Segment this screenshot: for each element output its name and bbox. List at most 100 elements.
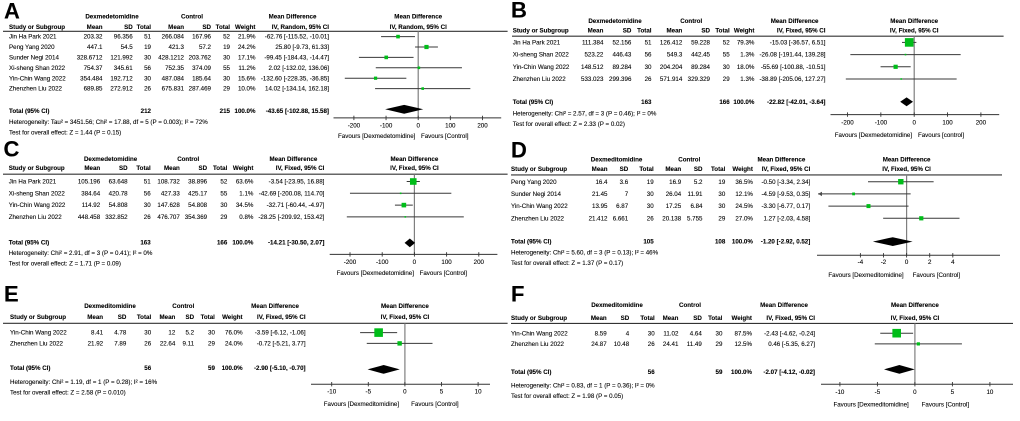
svg-text:Yin-Chin Wang 2022: Yin-Chin Wang 2022 xyxy=(511,330,568,337)
svg-text:Total: Total xyxy=(216,24,231,31)
svg-text:-1.20 [-2.92, 0.52]: -1.20 [-2.92, 0.52] xyxy=(761,239,811,246)
svg-text:30: 30 xyxy=(223,55,230,62)
svg-text:30: 30 xyxy=(718,203,725,210)
svg-text:Study or Subgroup: Study or Subgroup xyxy=(511,166,567,173)
svg-text:38.896: 38.896 xyxy=(188,179,207,186)
svg-text:Zhenzhen Liu 2022: Zhenzhen Liu 2022 xyxy=(511,341,565,348)
svg-text:Total (95% CI): Total (95% CI) xyxy=(9,239,49,246)
svg-text:29: 29 xyxy=(718,215,725,222)
svg-text:Mean Difference: Mean Difference xyxy=(771,18,819,25)
svg-text:384.64: 384.64 xyxy=(81,190,100,197)
svg-text:374.09: 374.09 xyxy=(192,65,211,72)
svg-text:Control: Control xyxy=(680,18,702,25)
svg-text:76.0%: 76.0% xyxy=(225,330,243,337)
svg-text:SD: SD xyxy=(185,314,194,321)
svg-text:24.87: 24.87 xyxy=(591,341,607,348)
svg-text:148.512: 148.512 xyxy=(581,64,604,71)
svg-text:354.369: 354.369 xyxy=(185,214,208,221)
svg-text:425.17: 425.17 xyxy=(188,190,207,197)
svg-text:-62.76 [-115.52, -10.01]: -62.76 [-115.52, -10.01] xyxy=(265,34,329,41)
svg-text:Sunder Negi 2014: Sunder Negi 2014 xyxy=(511,191,561,198)
svg-text:-55.69 [-100.88, -10.51]: -55.69 [-100.88, -10.51] xyxy=(761,64,826,71)
svg-text:166: 166 xyxy=(217,239,228,246)
svg-text:Control: Control xyxy=(679,302,701,309)
svg-text:25.80 [-9.73, 61.33]: 25.80 [-9.73, 61.33] xyxy=(275,44,329,51)
svg-text:IV, Random, 95% CI: IV, Random, 95% CI xyxy=(390,24,447,31)
svg-text:C: C xyxy=(4,137,20,162)
svg-text:2: 2 xyxy=(928,259,932,266)
svg-text:Weight: Weight xyxy=(731,315,752,322)
svg-text:Mean Difference: Mean Difference xyxy=(891,302,939,309)
svg-text:Total (95% CI): Total (95% CI) xyxy=(10,365,50,372)
svg-text:5.2: 5.2 xyxy=(185,330,194,337)
svg-text:Total (95% CI): Total (95% CI) xyxy=(9,108,49,115)
svg-text:105: 105 xyxy=(643,239,654,246)
svg-text:15.6%: 15.6% xyxy=(238,75,256,82)
svg-text:Favours [Control]: Favours [Control] xyxy=(411,401,459,408)
svg-text:448.458: 448.458 xyxy=(78,214,101,221)
svg-text:Study or Subgroup: Study or Subgroup xyxy=(10,314,66,321)
svg-text:30: 30 xyxy=(144,75,151,82)
svg-text:11.49: 11.49 xyxy=(687,341,703,348)
svg-text:17.1%: 17.1% xyxy=(238,55,256,62)
svg-text:55: 55 xyxy=(220,190,227,197)
svg-text:Sunder Negi 2014: Sunder Negi 2014 xyxy=(9,55,59,62)
svg-text:Mean: Mean xyxy=(84,165,100,172)
svg-text:89.284: 89.284 xyxy=(691,64,710,71)
svg-text:0: 0 xyxy=(905,259,909,266)
svg-text:Mean: Mean xyxy=(665,166,681,173)
svg-text:Mean Difference: Mean Difference xyxy=(270,156,318,163)
svg-text:96.356: 96.356 xyxy=(114,34,133,41)
svg-text:689.85: 689.85 xyxy=(84,86,103,93)
svg-text:Mean: Mean xyxy=(164,165,180,172)
svg-text:Total (95% CI): Total (95% CI) xyxy=(511,369,551,376)
svg-text:5.2: 5.2 xyxy=(694,179,703,186)
svg-text:Mean: Mean xyxy=(87,24,103,31)
svg-text:1.1%: 1.1% xyxy=(239,190,254,197)
svg-text:Test for overall effect: Z = 2: Test for overall effect: Z = 2.58 (P = 0… xyxy=(10,390,126,397)
svg-text:Mean Difference: Mean Difference xyxy=(760,302,808,309)
svg-text:IV, Fixed, 95% CI: IV, Fixed, 95% CI xyxy=(777,28,826,35)
svg-text:Favours [Dexmedetomidine]: Favours [Dexmedetomidine] xyxy=(835,132,913,139)
svg-text:111.384: 111.384 xyxy=(582,40,604,47)
svg-text:Favours [Dexmedetomidine]: Favours [Dexmedetomidine] xyxy=(338,133,416,140)
svg-text:Mean Difference: Mean Difference xyxy=(251,303,299,310)
svg-text:IV, Fixed, 95% CI: IV, Fixed, 95% CI xyxy=(762,166,811,173)
svg-text:-0.50 [-3.34, 2.34]: -0.50 [-3.34, 2.34] xyxy=(761,179,810,186)
svg-text:51: 51 xyxy=(144,179,151,186)
svg-text:4: 4 xyxy=(626,330,630,337)
svg-text:192.712: 192.712 xyxy=(110,75,133,82)
svg-text:87.5%: 87.5% xyxy=(734,330,752,337)
svg-text:Study or Subgroup: Study or Subgroup xyxy=(9,165,65,172)
svg-text:Test for overall effect: Z = 2: Test for overall effect: Z = 2.33 (P = 0… xyxy=(513,121,625,128)
svg-text:10: 10 xyxy=(986,389,993,396)
svg-text:Xi-sheng Shan 2022: Xi-sheng Shan 2022 xyxy=(9,65,66,72)
svg-text:Yin-Chin Wang 2022: Yin-Chin Wang 2022 xyxy=(511,203,568,210)
svg-text:-0.72 [-5.21, 3.77]: -0.72 [-5.21, 3.77] xyxy=(257,341,306,348)
svg-text:-99.45 [-184.43, -14.47]: -99.45 [-184.43, -14.47] xyxy=(264,55,329,62)
svg-text:34.5%: 34.5% xyxy=(236,202,254,209)
svg-text:Mean: Mean xyxy=(666,28,682,35)
svg-text:SD: SD xyxy=(202,24,211,31)
svg-text:SD: SD xyxy=(621,315,630,322)
svg-text:63.648: 63.648 xyxy=(109,179,128,186)
svg-text:SD: SD xyxy=(198,165,207,172)
svg-text:16.9: 16.9 xyxy=(669,179,682,186)
svg-text:-28.25 [-209.92, 153.42]: -28.25 [-209.92, 153.42] xyxy=(258,214,324,221)
svg-text:Weight: Weight xyxy=(732,166,753,173)
svg-text:523.22: 523.22 xyxy=(584,52,603,59)
svg-text:F: F xyxy=(511,282,524,307)
svg-text:Mean: Mean xyxy=(87,314,103,321)
svg-text:0: 0 xyxy=(912,120,916,127)
svg-text:21.412: 21.412 xyxy=(589,215,608,222)
svg-text:30: 30 xyxy=(144,330,151,337)
svg-text:Xi-sheng Shan 2022: Xi-sheng Shan 2022 xyxy=(9,190,66,197)
svg-text:167.96: 167.96 xyxy=(192,34,211,41)
svg-text:Dexmeditomidine: Dexmeditomidine xyxy=(591,302,643,309)
svg-text:19: 19 xyxy=(223,44,230,51)
svg-text:147.628: 147.628 xyxy=(157,202,180,209)
svg-text:27.0%: 27.0% xyxy=(735,215,753,222)
svg-text:4.78: 4.78 xyxy=(114,330,127,337)
svg-text:Study or Subgroup: Study or Subgroup xyxy=(513,28,569,35)
svg-text:Total: Total xyxy=(137,24,152,31)
